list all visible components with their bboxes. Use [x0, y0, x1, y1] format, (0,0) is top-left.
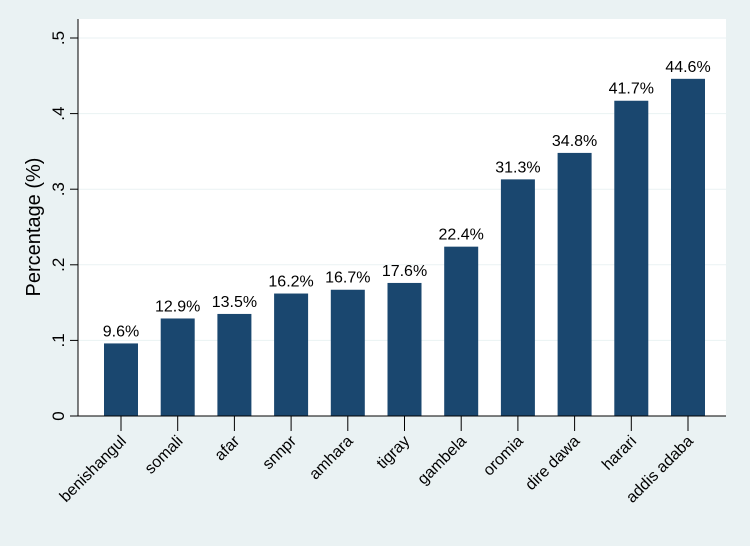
data-label: 16.7% [325, 270, 370, 287]
bar-somali [160, 318, 195, 416]
y-axis-title: Percentage (%) [23, 158, 45, 297]
bar-oromia [500, 179, 535, 416]
bar-tigray [387, 282, 422, 416]
data-label: 22.4% [439, 227, 484, 244]
y-tick-label: .4 [49, 107, 68, 121]
data-label: 31.3% [495, 159, 540, 176]
y-tick-label: 0 [49, 411, 68, 420]
bar-harari [614, 100, 649, 417]
data-label: 17.6% [382, 263, 427, 280]
bar-gambela [444, 246, 479, 416]
bar-addis-adaba [671, 78, 705, 416]
y-tick-label: .2 [49, 258, 68, 272]
data-label: 16.2% [268, 274, 313, 291]
data-label: 12.9% [155, 298, 200, 315]
data-label: 44.6% [665, 59, 710, 76]
bar-afar [217, 313, 252, 416]
bar-benishangul [104, 343, 138, 416]
bar-snnpr [274, 293, 309, 416]
y-tick-label: .5 [49, 31, 68, 45]
bar-amhara [330, 289, 365, 416]
y-tick-label: .1 [49, 333, 68, 347]
data-label: 13.5% [212, 294, 257, 311]
data-label: 41.7% [609, 81, 654, 98]
y-tick-label: .3 [49, 182, 68, 196]
data-label: 34.8% [552, 133, 597, 150]
data-label: 9.6% [103, 323, 139, 340]
bar-dire-dawa [557, 152, 592, 417]
